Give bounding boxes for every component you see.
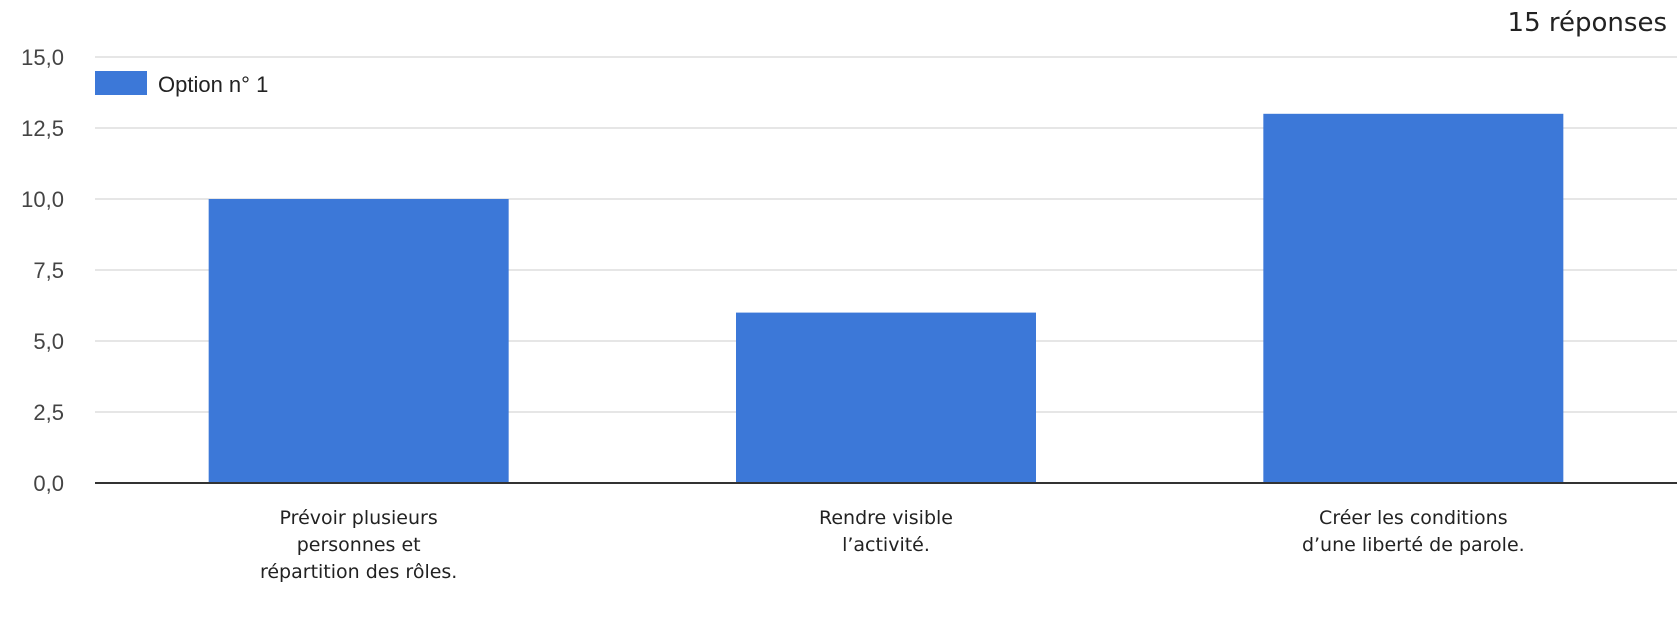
y-tick-label: 15,0 bbox=[21, 45, 64, 70]
y-tick-label: 7,5 bbox=[33, 258, 64, 283]
x-tick-label: Créer les conditions d’une liberté de par… bbox=[1302, 507, 1525, 556]
y-axis-ticks: 0,0 2,5 5,0 7,5 10,0 12,5 15,0 bbox=[21, 45, 64, 496]
response-count: 15 réponses bbox=[1507, 8, 1667, 38]
x-tick-label: Rendre visible l’activité. bbox=[819, 507, 953, 556]
bar bbox=[208, 199, 509, 483]
legend-label: Option n° 1 bbox=[158, 72, 268, 97]
y-tick-label: 12,5 bbox=[21, 116, 64, 141]
legend: Option n° 1 bbox=[95, 71, 268, 97]
legend-swatch bbox=[95, 71, 147, 95]
x-tick-label: Prévoir plusieurs personnes et répartition… bbox=[260, 507, 457, 583]
y-tick-label: 5,0 bbox=[33, 329, 64, 354]
bar bbox=[736, 312, 1036, 483]
y-tick-label: 10,0 bbox=[21, 187, 64, 212]
y-tick-label: 2,5 bbox=[33, 400, 64, 425]
bars bbox=[208, 113, 1564, 484]
x-axis-labels: Prévoir plusieurs personnes et répartition… bbox=[260, 507, 1525, 583]
y-tick-label: 0,0 bbox=[33, 471, 64, 496]
bar bbox=[1263, 113, 1564, 484]
